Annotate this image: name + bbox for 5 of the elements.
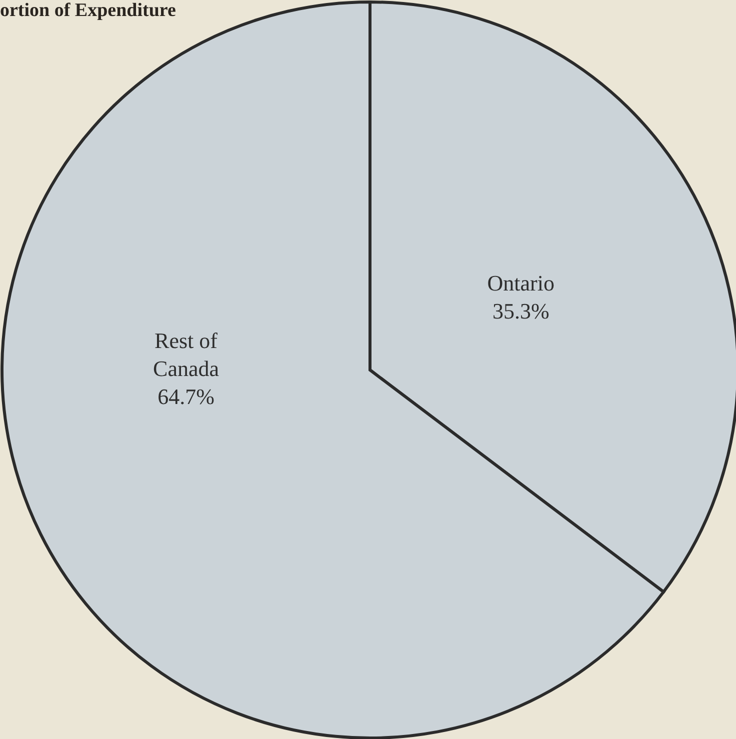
chart-title: ortion of Expenditure <box>0 0 176 22</box>
slice-label: Rest of Canada <box>153 328 220 381</box>
data-label: 35.3% <box>492 298 550 323</box>
slice-label: Ontario <box>487 270 554 295</box>
data-label: 64.7% <box>158 384 214 409</box>
